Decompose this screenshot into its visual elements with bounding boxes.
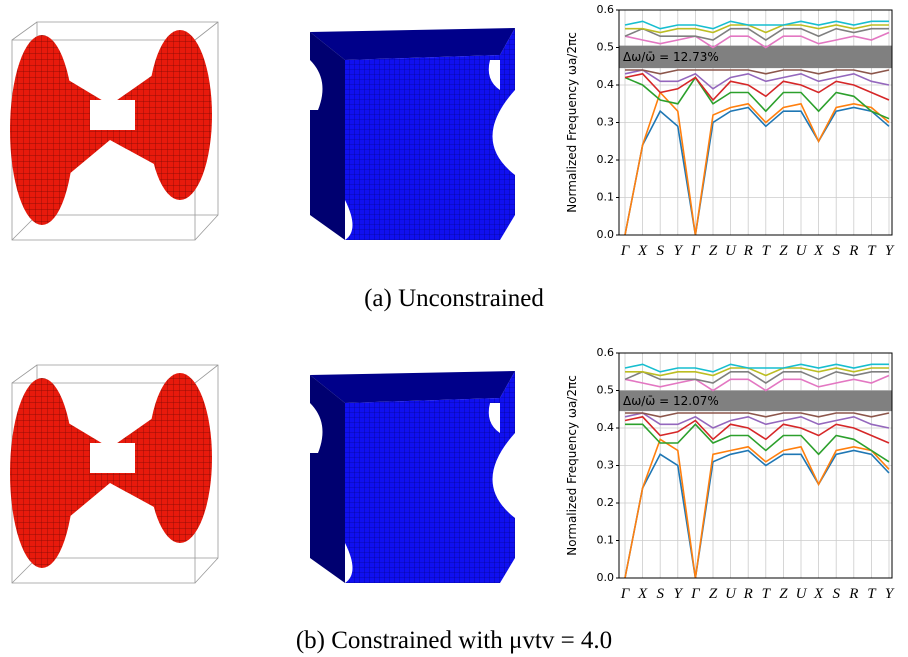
band-line xyxy=(625,423,890,463)
x-tick-label: R xyxy=(848,243,858,259)
blue-structure xyxy=(310,28,515,240)
x-tick-label: T xyxy=(762,586,772,602)
red-structure xyxy=(9,21,219,241)
x-tick-label: U xyxy=(725,586,737,602)
plot-frame xyxy=(618,9,893,236)
x-tick-label: S xyxy=(656,243,664,259)
band-line xyxy=(624,90,890,236)
y-tick-label: 0.2 xyxy=(597,496,615,509)
y-tick-label: 0.1 xyxy=(597,191,615,204)
x-tick-label: U xyxy=(796,586,808,602)
y-tick-label: 0.1 xyxy=(597,534,615,547)
band-line xyxy=(624,31,890,49)
band-line xyxy=(624,363,889,373)
x-tick-label: S xyxy=(832,586,840,602)
x-tick-label: S xyxy=(832,243,840,259)
band-line xyxy=(624,106,890,236)
y-tick-label: 0.5 xyxy=(597,384,615,397)
gap-label: Δω/ω̄ = 12.73% xyxy=(623,50,719,64)
x-tick-label: Z xyxy=(779,243,788,259)
x-tick-label: X xyxy=(813,586,824,602)
band-gap xyxy=(619,45,892,69)
x-tick-label: R xyxy=(848,586,858,602)
y-axis-label: Normalized Frequency ωa/2πc xyxy=(565,32,579,213)
y-tick-label: 0.6 xyxy=(597,3,615,16)
band-line xyxy=(624,72,890,102)
x-tick-label: Γ xyxy=(690,586,701,602)
plot-frame xyxy=(618,352,893,579)
blue-structure xyxy=(310,371,515,583)
band-line xyxy=(625,24,889,34)
y-tick-label: 0.4 xyxy=(597,421,615,434)
x-tick-label: X xyxy=(813,243,824,259)
band-line xyxy=(625,412,890,418)
x-tick-label: T xyxy=(867,243,877,259)
band-line xyxy=(624,412,890,429)
gap-label: Δω/ω̄ = 12.07% xyxy=(623,394,719,408)
band-line xyxy=(624,76,890,120)
x-tick-label: Y xyxy=(674,586,684,602)
y-tick-label: 0.2 xyxy=(597,153,615,166)
x-tick-label: Γ xyxy=(620,243,631,259)
band-line xyxy=(624,415,890,444)
y-tick-label: 0.4 xyxy=(597,78,615,91)
x-tick-label: U xyxy=(796,243,808,259)
x-tick-label: Y xyxy=(885,243,895,259)
x-tick-label: U xyxy=(725,243,737,259)
x-tick-label: Y xyxy=(674,243,684,259)
x-tick-label: Γ xyxy=(690,243,701,259)
x-tick-label: Z xyxy=(709,243,718,259)
band-line xyxy=(624,374,890,392)
x-tick-label: T xyxy=(762,243,772,259)
band-line xyxy=(625,69,890,75)
band-line xyxy=(624,20,889,30)
x-tick-label: S xyxy=(656,586,664,602)
band-line xyxy=(624,370,889,384)
x-tick-label: X xyxy=(637,243,648,259)
red-structure xyxy=(9,364,219,584)
band-line xyxy=(624,449,890,579)
band-line xyxy=(624,438,890,579)
band-line xyxy=(625,367,889,377)
x-tick-label: T xyxy=(867,586,877,602)
x-tick-label: Y xyxy=(885,586,895,602)
y-tick-label: 0.0 xyxy=(597,571,615,584)
y-tick-label: 0.6 xyxy=(597,346,615,359)
x-tick-label: Γ xyxy=(620,586,631,602)
x-tick-label: Z xyxy=(779,586,788,602)
band-gap xyxy=(619,390,892,412)
x-tick-label: X xyxy=(637,586,648,602)
caption: (b) Constrained with μvtv = 4.0 xyxy=(296,627,612,654)
x-tick-label: R xyxy=(743,243,753,259)
y-tick-label: 0.0 xyxy=(597,228,615,241)
x-tick-label: Z xyxy=(709,586,718,602)
caption: (a) Unconstrained xyxy=(364,285,544,312)
y-tick-label: 0.5 xyxy=(597,41,615,54)
y-tick-label: 0.3 xyxy=(597,459,615,472)
y-axis-label: Normalized Frequency ωa/2πc xyxy=(565,375,579,556)
y-tick-label: 0.3 xyxy=(597,116,615,129)
band-line xyxy=(624,69,890,90)
x-tick-label: R xyxy=(743,586,753,602)
band-line xyxy=(624,27,889,41)
